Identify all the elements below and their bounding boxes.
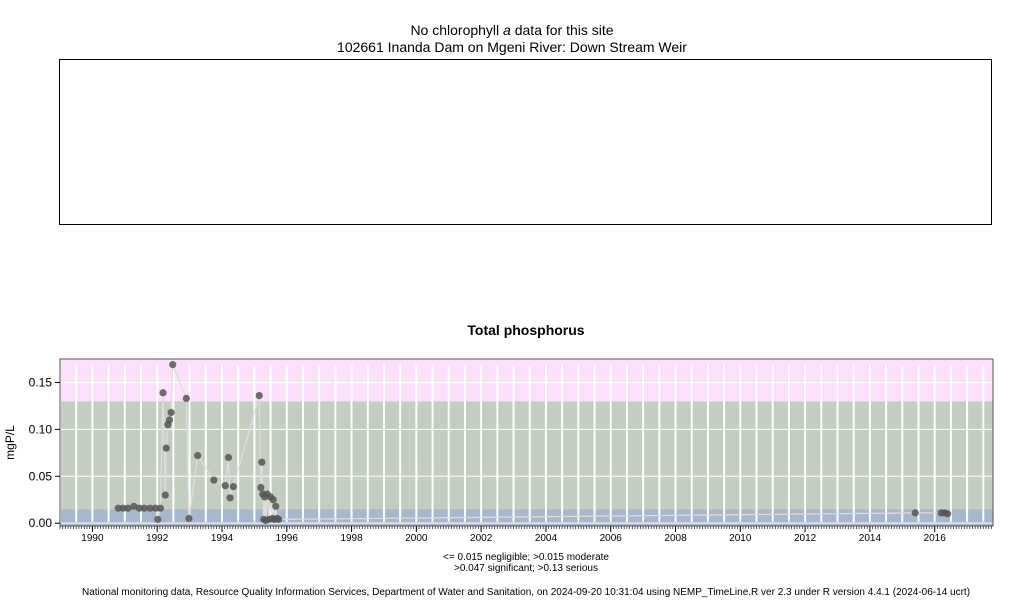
- chlorophyll-message-prefix: No chlorophyll: [410, 22, 500, 38]
- chlorophyll-message: No chlorophyll a data for this site: [0, 22, 1024, 38]
- data-point: [258, 458, 266, 466]
- x-tick-label: 2016: [924, 533, 947, 544]
- data-point: [165, 416, 174, 424]
- x-tick-label: 2014: [859, 533, 882, 544]
- data-point: [140, 504, 148, 512]
- x-tick-label: 1992: [146, 533, 169, 544]
- x-tick-label: 2002: [470, 533, 493, 544]
- y-axis-label: mgP/L: [3, 425, 17, 460]
- legend-line-2: >0.047 significant; >0.13 serious: [454, 563, 598, 574]
- y-tick-label: 0.15: [29, 375, 53, 389]
- y-tick-label: 0.00: [29, 516, 53, 530]
- data-point: [162, 444, 170, 452]
- data-point: [255, 391, 263, 400]
- x-tick-label: 1990: [81, 533, 104, 544]
- data-point: [272, 502, 280, 510]
- data-point: [161, 491, 169, 499]
- plot-frame: [59, 358, 994, 527]
- y-tick-label: 0.10: [29, 422, 53, 436]
- x-tick-label: 2006: [600, 533, 623, 544]
- data-point: [124, 504, 132, 512]
- y-tick-label: 0.05: [29, 469, 53, 483]
- data-point: [229, 482, 237, 491]
- data-point: [911, 509, 919, 517]
- data-point: [130, 502, 138, 510]
- data-point: [944, 510, 952, 518]
- band-negligible: [60, 509, 993, 526]
- data-point: [221, 482, 229, 490]
- x-tick-label: 2010: [729, 533, 752, 544]
- site-title: 102661 Inanda Dam on Mgeni River: Down S…: [337, 39, 687, 55]
- data-point: [169, 361, 177, 369]
- data-point: [257, 483, 265, 492]
- chlorophyll-message-suffix: data for this site: [514, 22, 614, 38]
- footer-credit: National monitoring data, Resource Quali…: [81, 587, 971, 598]
- data-point: [154, 515, 162, 524]
- data-point: [210, 476, 218, 484]
- chart-title: Total phosphorus: [467, 322, 585, 338]
- data-point: [226, 494, 234, 502]
- data-point: [167, 408, 175, 417]
- x-tick-label: 2008: [664, 533, 687, 544]
- x-tick-label: 2004: [535, 533, 558, 544]
- data-point: [156, 504, 165, 512]
- x-tick-label: 1996: [276, 533, 299, 544]
- data-point: [159, 389, 167, 397]
- chlorophyll-empty-panel: [59, 59, 992, 225]
- x-tick-label: 1994: [211, 533, 234, 544]
- data-point: [182, 394, 190, 403]
- x-tick-label: 1998: [340, 533, 363, 544]
- data-point: [146, 504, 154, 512]
- legend-line-1: <= 0.015 negligible; >0.015 moderate: [443, 552, 609, 563]
- x-tick-label: 2012: [794, 533, 817, 544]
- data-point: [194, 452, 202, 460]
- x-tick-label: 2000: [405, 533, 428, 544]
- data-point: [185, 514, 193, 523]
- data-point: [275, 515, 283, 524]
- total-phosphorus-chart: 0.00 0.05 0.10 0.15 mgP/L 1990 1992 1994 1996 199…: [3, 358, 994, 544]
- data-point: [269, 496, 277, 504]
- data-point: [224, 453, 233, 462]
- chlorophyll-message-italic: a: [503, 22, 511, 38]
